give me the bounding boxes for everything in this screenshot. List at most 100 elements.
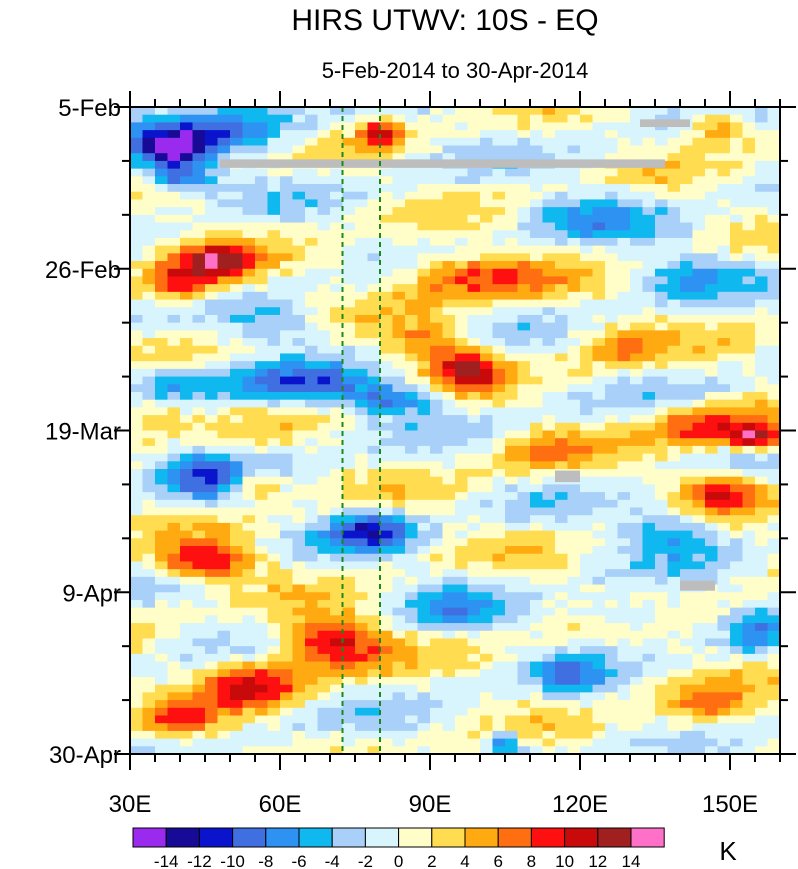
field-cell [630,653,644,663]
field-cell [642,137,656,147]
field-cell [517,107,531,116]
field-cell [642,284,656,293]
field-cell [267,492,281,501]
field-cell [342,399,356,408]
field-cell [755,261,769,270]
field-cell [717,276,731,285]
field-cell [742,230,756,239]
field-cell [592,576,606,586]
field-cell [630,214,644,224]
field-cell [292,261,306,270]
field-cell [255,353,269,362]
field-cell [605,746,619,754]
field-cell [517,291,531,301]
field-cell [342,438,356,447]
field-cell [417,314,431,324]
field-cell [580,384,594,393]
field-cell [292,122,306,131]
field-cell [305,723,319,732]
field-cell [592,476,606,486]
field-cell [242,422,256,432]
field-cell [155,245,169,254]
field-cell [405,399,419,408]
field-cell [267,607,281,616]
field-cell [755,184,769,193]
field-cell [142,314,156,324]
field-cell [130,222,144,231]
field-cell [467,569,481,578]
field-cell [655,561,669,570]
field-cell [630,553,644,563]
field-cell [555,730,569,740]
field-cell [755,107,769,116]
field-cell [655,669,669,678]
field-cell [542,469,556,478]
field-cell [605,469,619,478]
field-cell [230,661,244,670]
field-cell [392,130,406,139]
field-cell [417,492,431,501]
field-cell [317,515,331,524]
field-cell [455,453,469,462]
field-cell [517,353,531,362]
field-cell [442,314,456,324]
field-cell [255,415,269,424]
field-cell [655,253,669,262]
field-cell [742,253,756,262]
field-cell [655,191,669,201]
field-cell [355,299,369,308]
field-cell [342,623,356,632]
field-cell [705,607,719,616]
field-cell [255,638,269,647]
field-cell [730,261,744,270]
field-cell [317,445,331,455]
field-cell [717,592,731,601]
field-cell [167,469,181,478]
field-cell [242,415,256,424]
field-cell [205,576,219,586]
field-cell [417,330,431,339]
field-cell [180,738,194,747]
field-cell [142,237,156,247]
field-cell [705,646,719,655]
field-cell [192,684,206,693]
field-cell [280,291,294,301]
field-cell [717,353,731,362]
field-cell [130,291,144,301]
field-cell [730,214,744,224]
field-cell [230,284,244,293]
field-cell [317,599,331,609]
field-cell [405,353,419,362]
field-cell [755,615,769,624]
field-cell [180,338,194,347]
field-cell [180,114,194,123]
field-cell [405,592,419,601]
field-cell [555,461,569,470]
field-cell [442,461,456,470]
field-cell [330,592,344,601]
field-cell [517,368,531,378]
field-cell [392,715,406,724]
field-cell [280,469,294,478]
field-cell [467,361,481,370]
field-cell [142,676,156,686]
field-cell [155,415,169,424]
field-cell [667,646,681,655]
field-cell [430,222,444,231]
field-cell [617,569,631,578]
field-cell [342,222,356,231]
field-cell [630,723,644,732]
field-cell [367,430,381,439]
field-cell [767,330,780,339]
field-cell [142,530,156,539]
field-cell [767,199,780,208]
field-cell [180,276,194,285]
field-cell [330,222,344,231]
field-cell [405,153,419,162]
field-cell [742,623,756,632]
field-cell [405,222,419,231]
field-cell [742,368,756,378]
field-cell [455,638,469,647]
field-cell [342,268,356,278]
field-cell [255,707,269,717]
